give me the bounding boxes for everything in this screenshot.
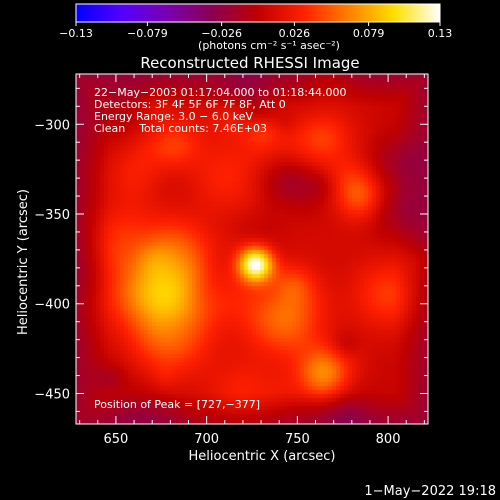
y-axis-label: Heliocentric Y (arcsec): [16, 189, 31, 335]
x-tick-label: 750: [285, 432, 310, 447]
info-line-energy: Energy Range: 3.0 − 6.0 keV: [94, 110, 254, 123]
colorbar-tick-label: 0.079: [353, 27, 385, 40]
y-tick-label: −300: [34, 118, 70, 133]
timestamp: 1−May−2022 19:18: [364, 484, 496, 499]
heatmap-image: [76, 74, 428, 424]
colorbar-units-label: (photons cm⁻² s⁻¹ asec⁻²): [198, 39, 340, 52]
y-tick-label: −400: [34, 298, 70, 313]
info-line-counts: Clean Total counts: 7.46E+03: [94, 122, 267, 135]
colorbar-tick-label: 0.13: [428, 27, 453, 40]
colorbar-tick-label: −0.13: [59, 27, 93, 40]
x-tick-label: 700: [194, 432, 219, 447]
colorbar: [75, 3, 441, 23]
x-tick-label: 650: [104, 432, 129, 447]
x-tick-label: 800: [376, 432, 401, 447]
colorbar-tick-label: −0.079: [127, 27, 168, 40]
info-line-time: 22−May−2003 01:17:04.000 to 01:18:44.000: [94, 86, 347, 99]
peak-position-label: Position of Peak = [727,−377]: [94, 398, 260, 411]
y-tick-label: −350: [34, 208, 70, 223]
x-axis-label: Heliocentric X (arcsec): [189, 449, 336, 464]
colorbar-tick-label: 0.026: [279, 27, 311, 40]
colorbar-tick-label: −0.026: [201, 27, 242, 40]
info-line-detectors: Detectors: 3F 4F 5F 6F 7F 8F, Att 0: [94, 98, 286, 111]
chart-title: Reconstructed RHESSI Image: [140, 54, 359, 72]
y-tick-label: −450: [34, 387, 70, 402]
plot-frame: [75, 73, 429, 425]
